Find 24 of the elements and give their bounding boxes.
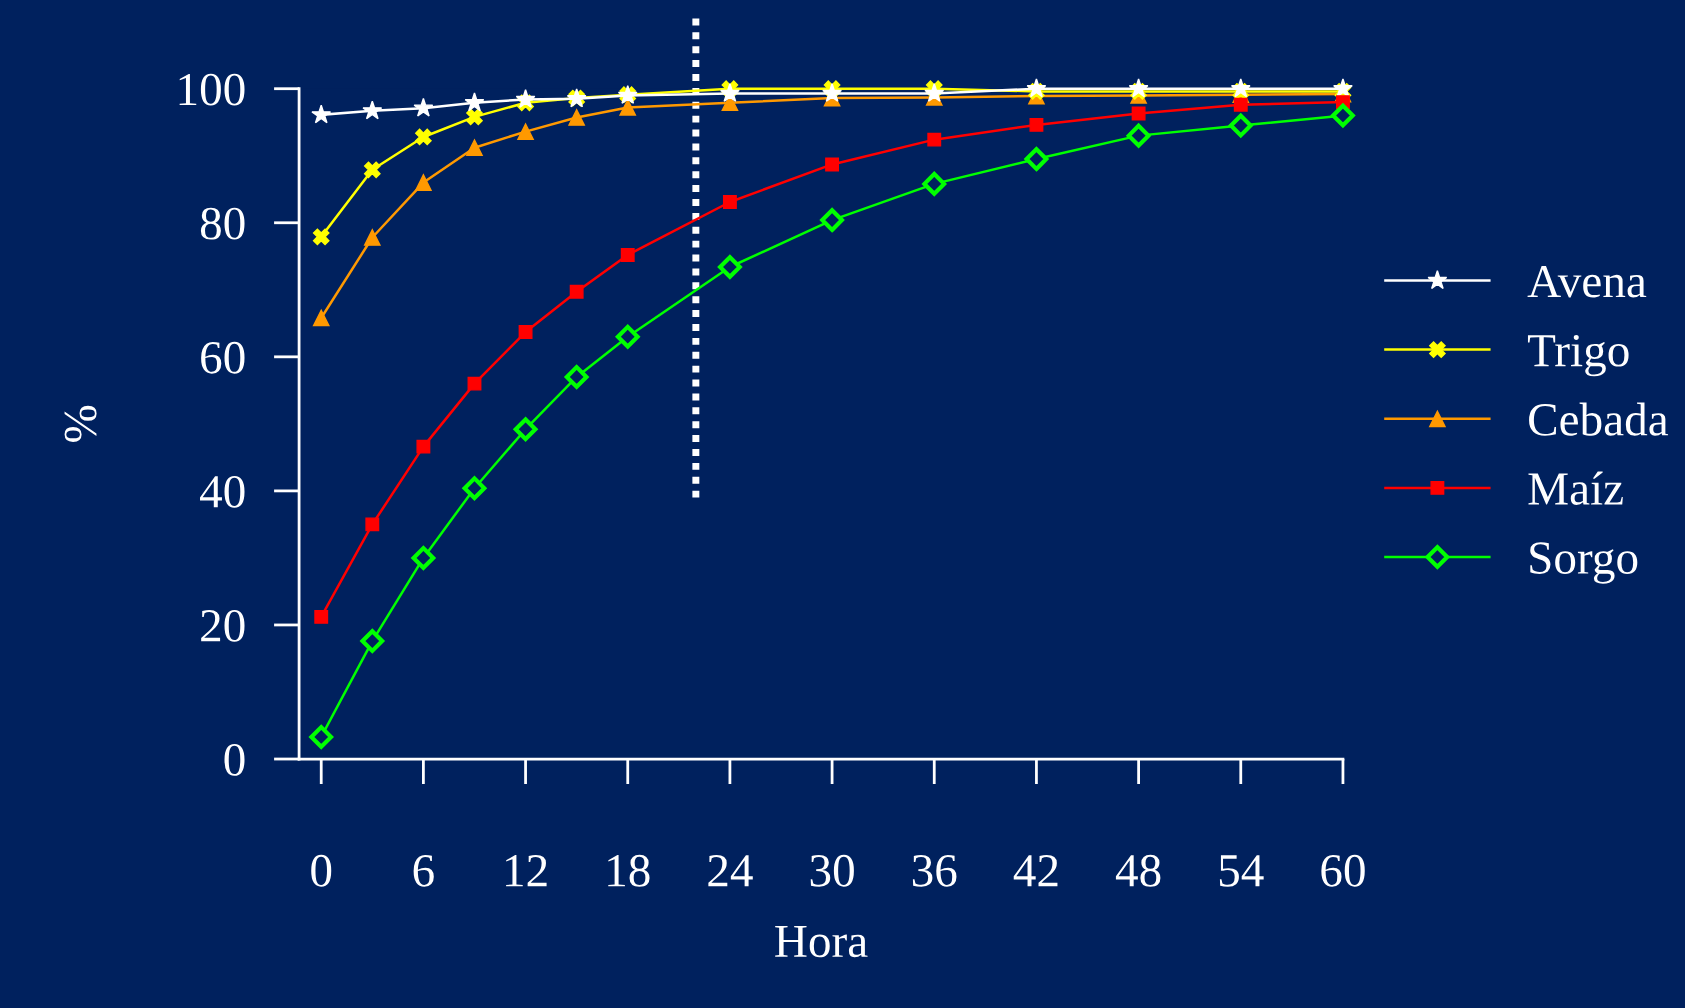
legend-label: Sorgo xyxy=(1530,542,1638,584)
x-tick-label: 42 xyxy=(1013,854,1058,887)
legend-label: Cebada xyxy=(1529,402,1669,436)
y-tick-label: 100 xyxy=(179,73,245,106)
x-tick-label: 60 xyxy=(1321,854,1365,887)
y-axis-title: % xyxy=(64,405,97,442)
x-tick-label: 18 xyxy=(608,854,650,887)
y-tick-label: 80 xyxy=(200,207,245,240)
x-tick-label: 24 xyxy=(708,854,753,887)
y-tick-label: 20 xyxy=(201,609,245,642)
legend-label: Avena xyxy=(1527,265,1647,298)
y-tick-label: 40 xyxy=(200,475,245,508)
x-tick-label: 30 xyxy=(810,854,854,887)
x-tick-label: 48 xyxy=(1115,854,1161,887)
x-tick-label: 36 xyxy=(912,854,957,887)
y-tick-label: 60 xyxy=(201,341,245,374)
x-tick-label: 6 xyxy=(413,854,434,887)
x-tick-label: 54 xyxy=(1219,855,1264,887)
legend-label: Maíz xyxy=(1528,471,1623,505)
x-tick-label: 12 xyxy=(506,854,547,887)
y-tick-label: 0 xyxy=(224,744,245,776)
x-axis-title: Hora xyxy=(775,925,868,958)
legend-label: Trigo xyxy=(1527,334,1629,377)
x-tick-label: 0 xyxy=(311,854,332,887)
